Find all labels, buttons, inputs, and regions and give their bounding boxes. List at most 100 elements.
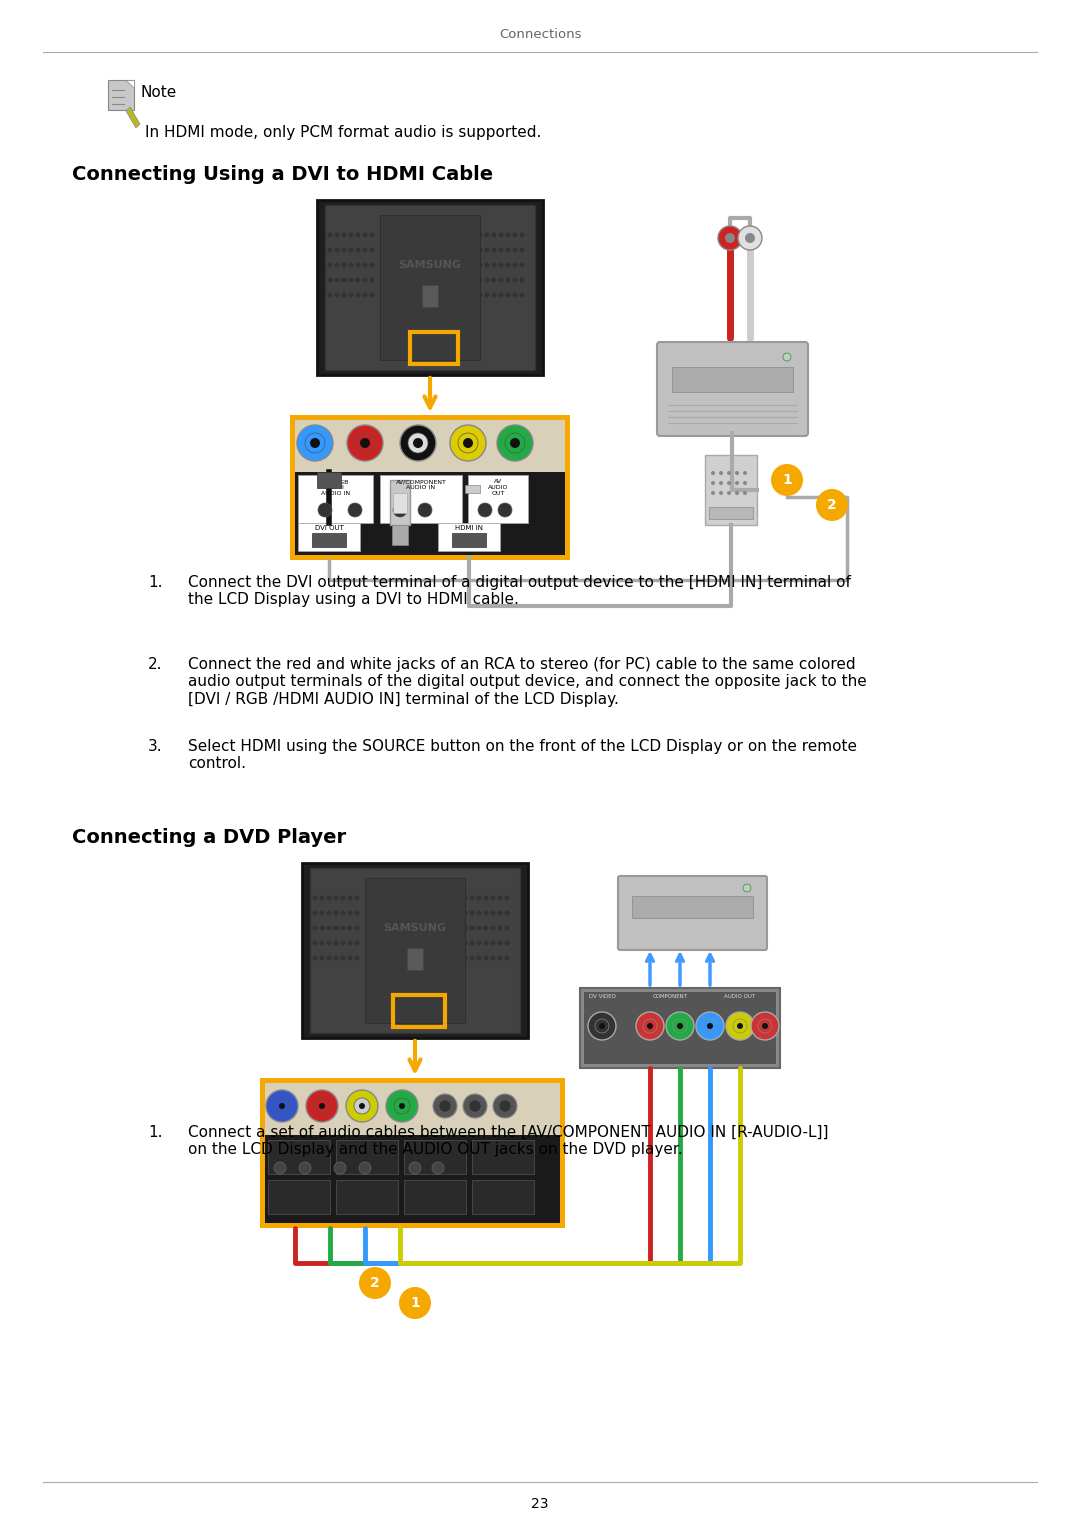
Circle shape (477, 232, 483, 238)
Circle shape (498, 502, 512, 518)
Circle shape (341, 278, 347, 282)
Bar (708, 507, 753, 519)
Text: DVI OUT: DVI OUT (314, 525, 343, 531)
Circle shape (394, 1098, 410, 1115)
Text: SAMSUNG: SAMSUNG (383, 922, 446, 933)
Bar (392, 525, 408, 545)
Circle shape (341, 232, 347, 238)
Bar (422, 286, 438, 307)
Circle shape (409, 1162, 421, 1174)
Circle shape (519, 278, 525, 282)
Circle shape (432, 1162, 444, 1174)
Text: Note: Note (140, 86, 176, 99)
Circle shape (499, 263, 503, 267)
Polygon shape (126, 79, 134, 89)
Bar (393, 996, 445, 1028)
Circle shape (485, 293, 489, 298)
Circle shape (320, 910, 324, 916)
Circle shape (735, 492, 739, 495)
Circle shape (725, 234, 735, 243)
Circle shape (354, 925, 360, 930)
Bar (404, 1180, 465, 1214)
Text: DVI/RGB
HDMI
AUDIO IN: DVI/RGB HDMI AUDIO IN (321, 479, 350, 496)
Text: 23: 23 (531, 1496, 549, 1512)
Circle shape (484, 925, 488, 930)
Circle shape (504, 895, 510, 901)
Circle shape (727, 492, 731, 495)
Bar (390, 479, 410, 525)
Circle shape (369, 247, 375, 252)
Circle shape (498, 956, 502, 960)
Circle shape (450, 425, 486, 461)
Circle shape (326, 925, 332, 930)
Bar (380, 475, 462, 524)
Circle shape (326, 941, 332, 945)
Text: Connect the DVI output terminal of a digital output device to the [HDMI IN] term: Connect the DVI output terminal of a dig… (188, 576, 851, 608)
Circle shape (519, 232, 525, 238)
Text: 1.: 1. (148, 1125, 162, 1141)
Text: Select HDMI using the SOURCE button on the front of the LCD Display or on the re: Select HDMI using the SOURCE button on t… (188, 739, 858, 771)
Circle shape (727, 470, 731, 475)
Circle shape (462, 925, 468, 930)
Circle shape (510, 438, 519, 447)
Circle shape (349, 293, 353, 298)
Circle shape (312, 941, 318, 945)
Circle shape (519, 263, 525, 267)
Circle shape (491, 232, 497, 238)
Circle shape (462, 910, 468, 916)
Circle shape (319, 1102, 325, 1109)
Circle shape (696, 1012, 724, 1040)
Circle shape (477, 247, 483, 252)
Circle shape (355, 232, 361, 238)
Text: HDMI IN: HDMI IN (455, 525, 483, 531)
Circle shape (499, 1099, 511, 1112)
Circle shape (513, 293, 517, 298)
Circle shape (348, 895, 352, 901)
Circle shape (783, 353, 791, 360)
Circle shape (484, 941, 488, 945)
Circle shape (588, 1012, 616, 1040)
Text: In HDMI mode, only PCM format audio is supported.: In HDMI mode, only PCM format audio is s… (145, 125, 541, 140)
Circle shape (359, 1102, 365, 1109)
Text: 1: 1 (782, 473, 792, 487)
Circle shape (348, 941, 352, 945)
Circle shape (312, 910, 318, 916)
Bar (268, 1141, 330, 1174)
Bar (318, 200, 543, 376)
Circle shape (355, 263, 361, 267)
Circle shape (647, 1023, 653, 1029)
Text: Connections: Connections (499, 27, 581, 41)
Bar (260, 1078, 565, 1228)
Circle shape (504, 941, 510, 945)
Circle shape (504, 956, 510, 960)
Circle shape (719, 470, 723, 475)
Circle shape (418, 502, 432, 518)
Circle shape (484, 895, 488, 901)
Bar (265, 1083, 561, 1135)
Circle shape (433, 1093, 457, 1118)
Circle shape (340, 956, 346, 960)
Circle shape (519, 247, 525, 252)
Circle shape (297, 425, 333, 461)
Circle shape (354, 1098, 370, 1115)
Circle shape (438, 1099, 451, 1112)
Circle shape (469, 1099, 481, 1112)
Circle shape (498, 941, 502, 945)
Circle shape (335, 263, 339, 267)
Circle shape (735, 481, 739, 486)
Circle shape (354, 895, 360, 901)
Circle shape (666, 1012, 694, 1040)
Circle shape (499, 278, 503, 282)
Circle shape (363, 293, 367, 298)
FancyBboxPatch shape (618, 876, 767, 950)
Circle shape (477, 263, 483, 267)
Bar (265, 1135, 561, 1223)
Circle shape (340, 941, 346, 945)
Circle shape (334, 941, 338, 945)
Circle shape (513, 232, 517, 238)
Circle shape (458, 434, 478, 454)
Circle shape (505, 278, 511, 282)
Circle shape (349, 232, 353, 238)
Circle shape (490, 925, 496, 930)
Text: AV/COMPONENT
AUDIO IN: AV/COMPONENT AUDIO IN (395, 479, 446, 490)
